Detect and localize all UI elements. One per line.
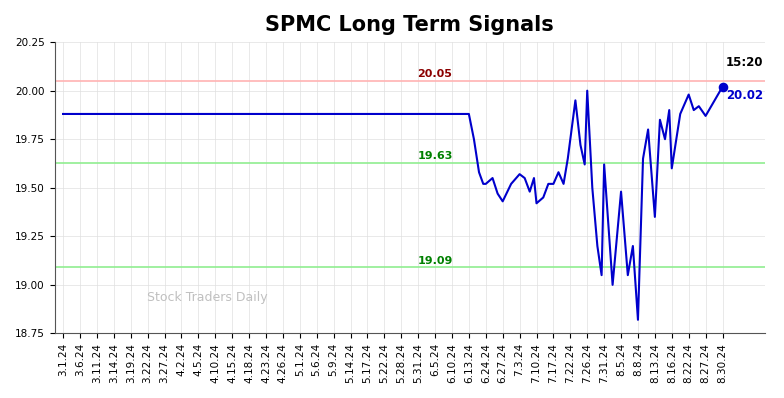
Text: 15:20: 15:20 bbox=[726, 56, 764, 69]
Point bbox=[717, 84, 729, 90]
Text: 19.63: 19.63 bbox=[417, 151, 452, 161]
Text: Stock Traders Daily: Stock Traders Daily bbox=[147, 291, 267, 304]
Text: 20.02: 20.02 bbox=[726, 89, 763, 102]
Title: SPMC Long Term Signals: SPMC Long Term Signals bbox=[265, 15, 554, 35]
Text: 20.05: 20.05 bbox=[418, 69, 452, 79]
Text: 19.09: 19.09 bbox=[417, 256, 452, 266]
